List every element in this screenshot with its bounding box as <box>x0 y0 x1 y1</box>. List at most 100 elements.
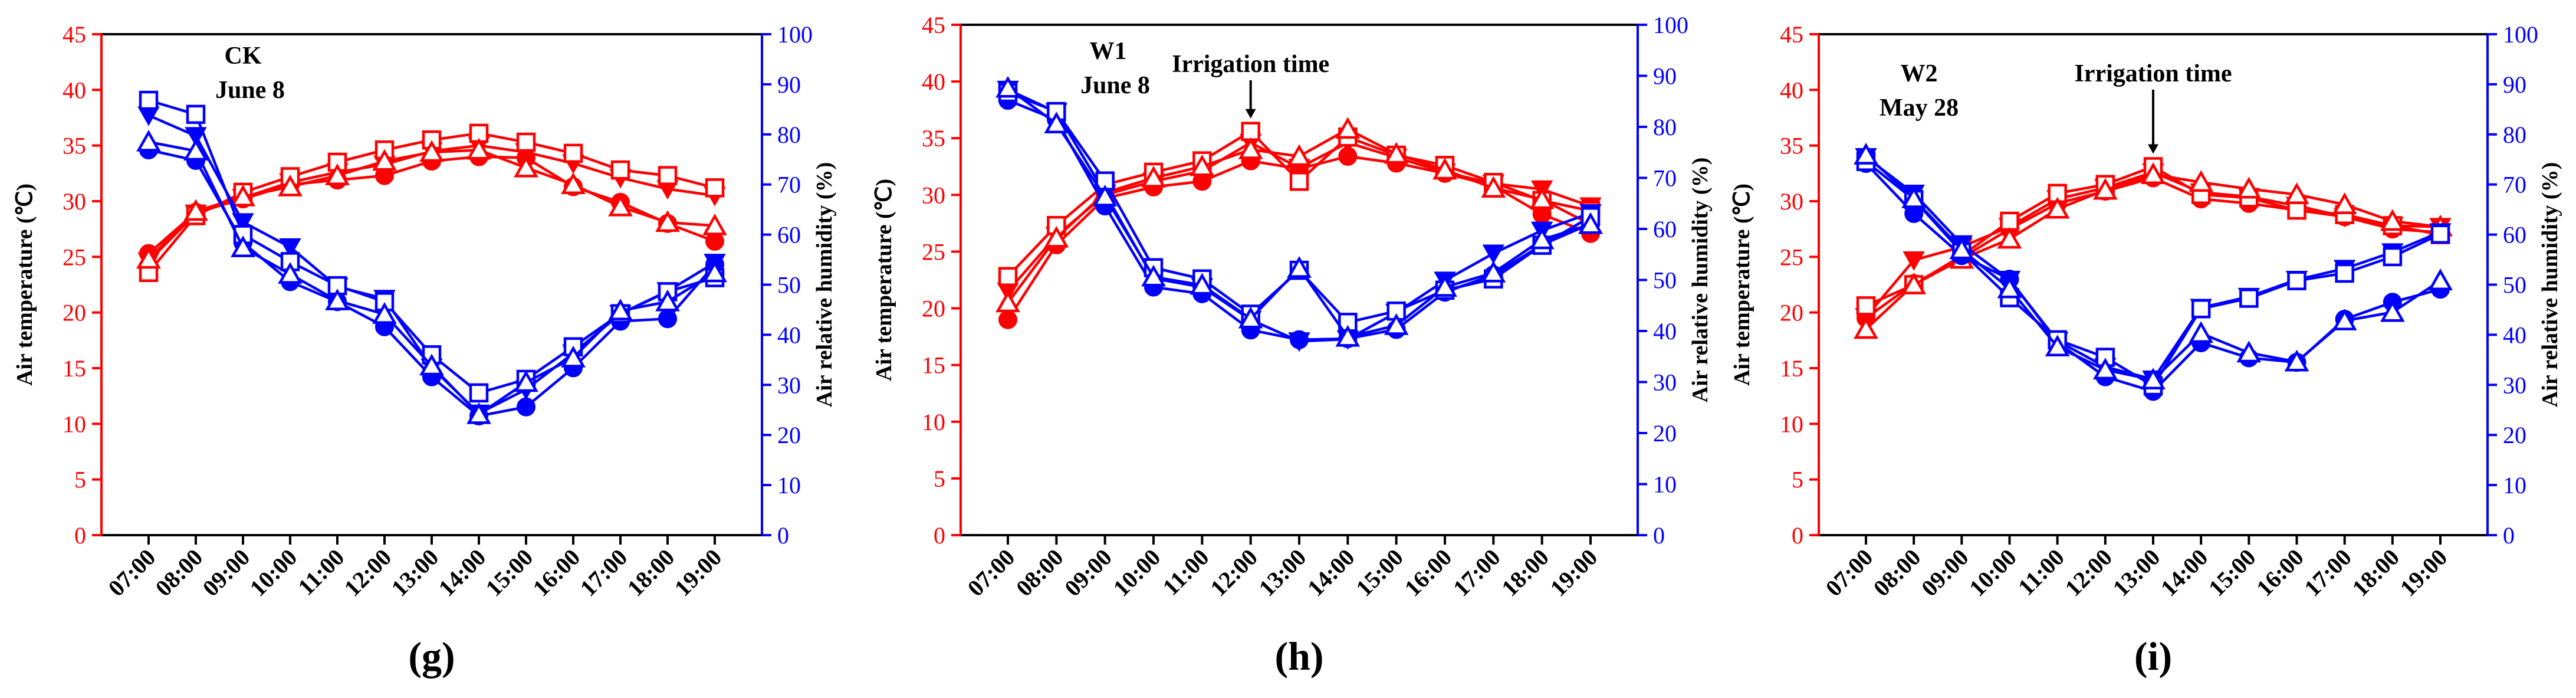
humidity_series-3-point <box>995 76 1020 98</box>
humidity_series-3-line <box>1007 87 1591 339</box>
temperature_series-2-point <box>1289 172 1309 191</box>
right-tick-label: 70 <box>1653 165 1677 192</box>
irrigation-annotation: Irrigation time <box>2074 60 2232 87</box>
humidity_series-3-point <box>231 235 255 257</box>
left-tick-label: 5 <box>74 467 86 493</box>
temperature_series-3-point <box>1335 117 1361 139</box>
temperature_series-3-point <box>2284 182 2309 204</box>
temperature_series-3-point <box>2236 176 2262 199</box>
right-tick-label: 20 <box>2503 422 2526 448</box>
humidity_series-3-point <box>1854 143 1878 165</box>
left-tick-label: 45 <box>63 21 86 48</box>
x-tick-label: 09:00 <box>198 544 255 602</box>
panel-2: 0 5 10 15 20 25 30 35 40 45 0 10 20 30 40 50 60 70 80 90 100… <box>1730 21 2562 679</box>
left-tick-label: 10 <box>63 411 86 437</box>
temperature_series-3-point <box>1481 176 1506 198</box>
humidity_series-3-point <box>514 370 538 392</box>
temperature_series-2-point <box>1241 122 1260 141</box>
x-tick-label: 14:00 <box>2156 544 2213 602</box>
left-tick-label: 30 <box>63 188 86 215</box>
left-tick-label: 15 <box>1780 355 1803 382</box>
humidity_series-2-point <box>2287 271 2306 290</box>
x-tick-label: 12:00 <box>1205 544 1263 602</box>
temperature_series-2-point <box>998 267 1018 286</box>
humidity_series-3-point <box>655 289 680 312</box>
right-tick-label: 100 <box>1653 12 1688 38</box>
right-tick-label: 90 <box>2503 71 2526 98</box>
humidity_series-1-point <box>279 238 301 258</box>
humidity_series-3-point <box>1190 273 1215 295</box>
humidity_series-3-point <box>2428 268 2453 290</box>
left-tick-label: 40 <box>1780 77 1803 103</box>
humidity_series-3-point <box>702 260 727 283</box>
panel-label: (g) <box>408 634 455 679</box>
x-tick-label: 11:00 <box>2013 544 2069 601</box>
right-tick-label: 20 <box>777 422 801 448</box>
x-tick-label: 09:00 <box>1916 544 1974 602</box>
temperature_series-3-point <box>1287 144 1312 166</box>
panel-0: 0 5 10 15 20 25 30 35 40 45 0 10 20 30 40 50 60 70 80 90 100… <box>12 21 837 679</box>
left-tick-label: 20 <box>1780 300 1803 326</box>
humidity_series-3-point <box>2045 335 2070 357</box>
humidity_series-2-point <box>2239 289 2259 308</box>
right-tick-label: 40 <box>777 322 801 348</box>
right-tick-label: 50 <box>1653 267 1677 294</box>
left-tick-label: 20 <box>922 296 945 322</box>
humidity_series-3-point <box>1901 186 1927 208</box>
x-tick-label: 08:00 <box>150 544 208 602</box>
temperature_series-3-point <box>561 172 586 194</box>
x-tick-label: 17:00 <box>2299 544 2357 602</box>
x-tick-label: 15:00 <box>2203 544 2261 602</box>
humidity_series-3-point <box>1141 264 1166 287</box>
humidity_series-3-point <box>2332 309 2357 330</box>
left-tick-label: 25 <box>63 244 86 270</box>
humidity_series-3-point <box>561 345 586 368</box>
left-tick-label: 15 <box>922 352 945 379</box>
humidity_series-3-point <box>1578 212 1603 234</box>
humidity_series-3-point <box>2236 340 2262 363</box>
humidity_series-3-point <box>2380 300 2405 322</box>
right-axis-title: Air relative humidity (%) <box>2538 162 2562 408</box>
irrigation-annotation: Irrigation time <box>1172 51 1329 78</box>
x-tick-label: 09:00 <box>1059 544 1117 602</box>
x-tick-label: 07:00 <box>1821 544 1878 602</box>
left-tick-label: 45 <box>922 12 945 38</box>
temperature_series-3-point <box>2380 209 2405 231</box>
x-tick-label: 11:00 <box>1157 544 1214 601</box>
x-tick-label: 18:00 <box>622 544 680 602</box>
humidity_series-2-point <box>2191 299 2211 319</box>
humidity_series-3-point <box>372 302 397 324</box>
humidity_series-2-point <box>2430 224 2450 244</box>
x-tick-label: 10:00 <box>1964 544 2022 602</box>
humidity_series-3-point <box>2092 358 2118 380</box>
right-tick-label: 20 <box>1653 420 1677 447</box>
temperature_series-2-point <box>1856 296 1876 316</box>
humidity_series-3-point <box>1949 237 1974 260</box>
treatment-label: CK <box>225 42 262 70</box>
treatment-label: W1 <box>1090 38 1127 65</box>
humidity_series-3-point <box>2141 368 2166 390</box>
x-tick-label: 08:00 <box>1868 544 1926 602</box>
right-tick-label: 60 <box>1653 216 1677 243</box>
left-tick-label: 20 <box>63 300 86 326</box>
date-label: May 28 <box>1880 94 1959 122</box>
humidity_series-1-point <box>185 127 207 147</box>
right-tick-label: 10 <box>1653 471 1677 498</box>
temperature_series-3-point <box>1432 158 1457 180</box>
temperature_series-3-point <box>419 140 444 162</box>
right-tick-label: 0 <box>777 522 789 549</box>
humidity_series-3-point <box>1335 325 1361 347</box>
humidity_series-0-point <box>517 397 535 417</box>
temperature_series-3-point <box>325 163 350 185</box>
left-tick-label: 40 <box>63 77 86 103</box>
x-tick-label: 08:00 <box>1011 544 1069 602</box>
right-tick-label: 80 <box>777 122 801 148</box>
left-tick-label: 0 <box>1792 522 1803 549</box>
temperature_series-3-point <box>995 290 1020 313</box>
x-tick-label: 12:00 <box>2059 544 2117 602</box>
x-tick-label: 11:00 <box>293 544 349 601</box>
temperature_series-3-point <box>1190 154 1215 176</box>
humidity_series-3-point <box>1384 313 1409 335</box>
left-tick-label: 30 <box>1780 188 1803 215</box>
